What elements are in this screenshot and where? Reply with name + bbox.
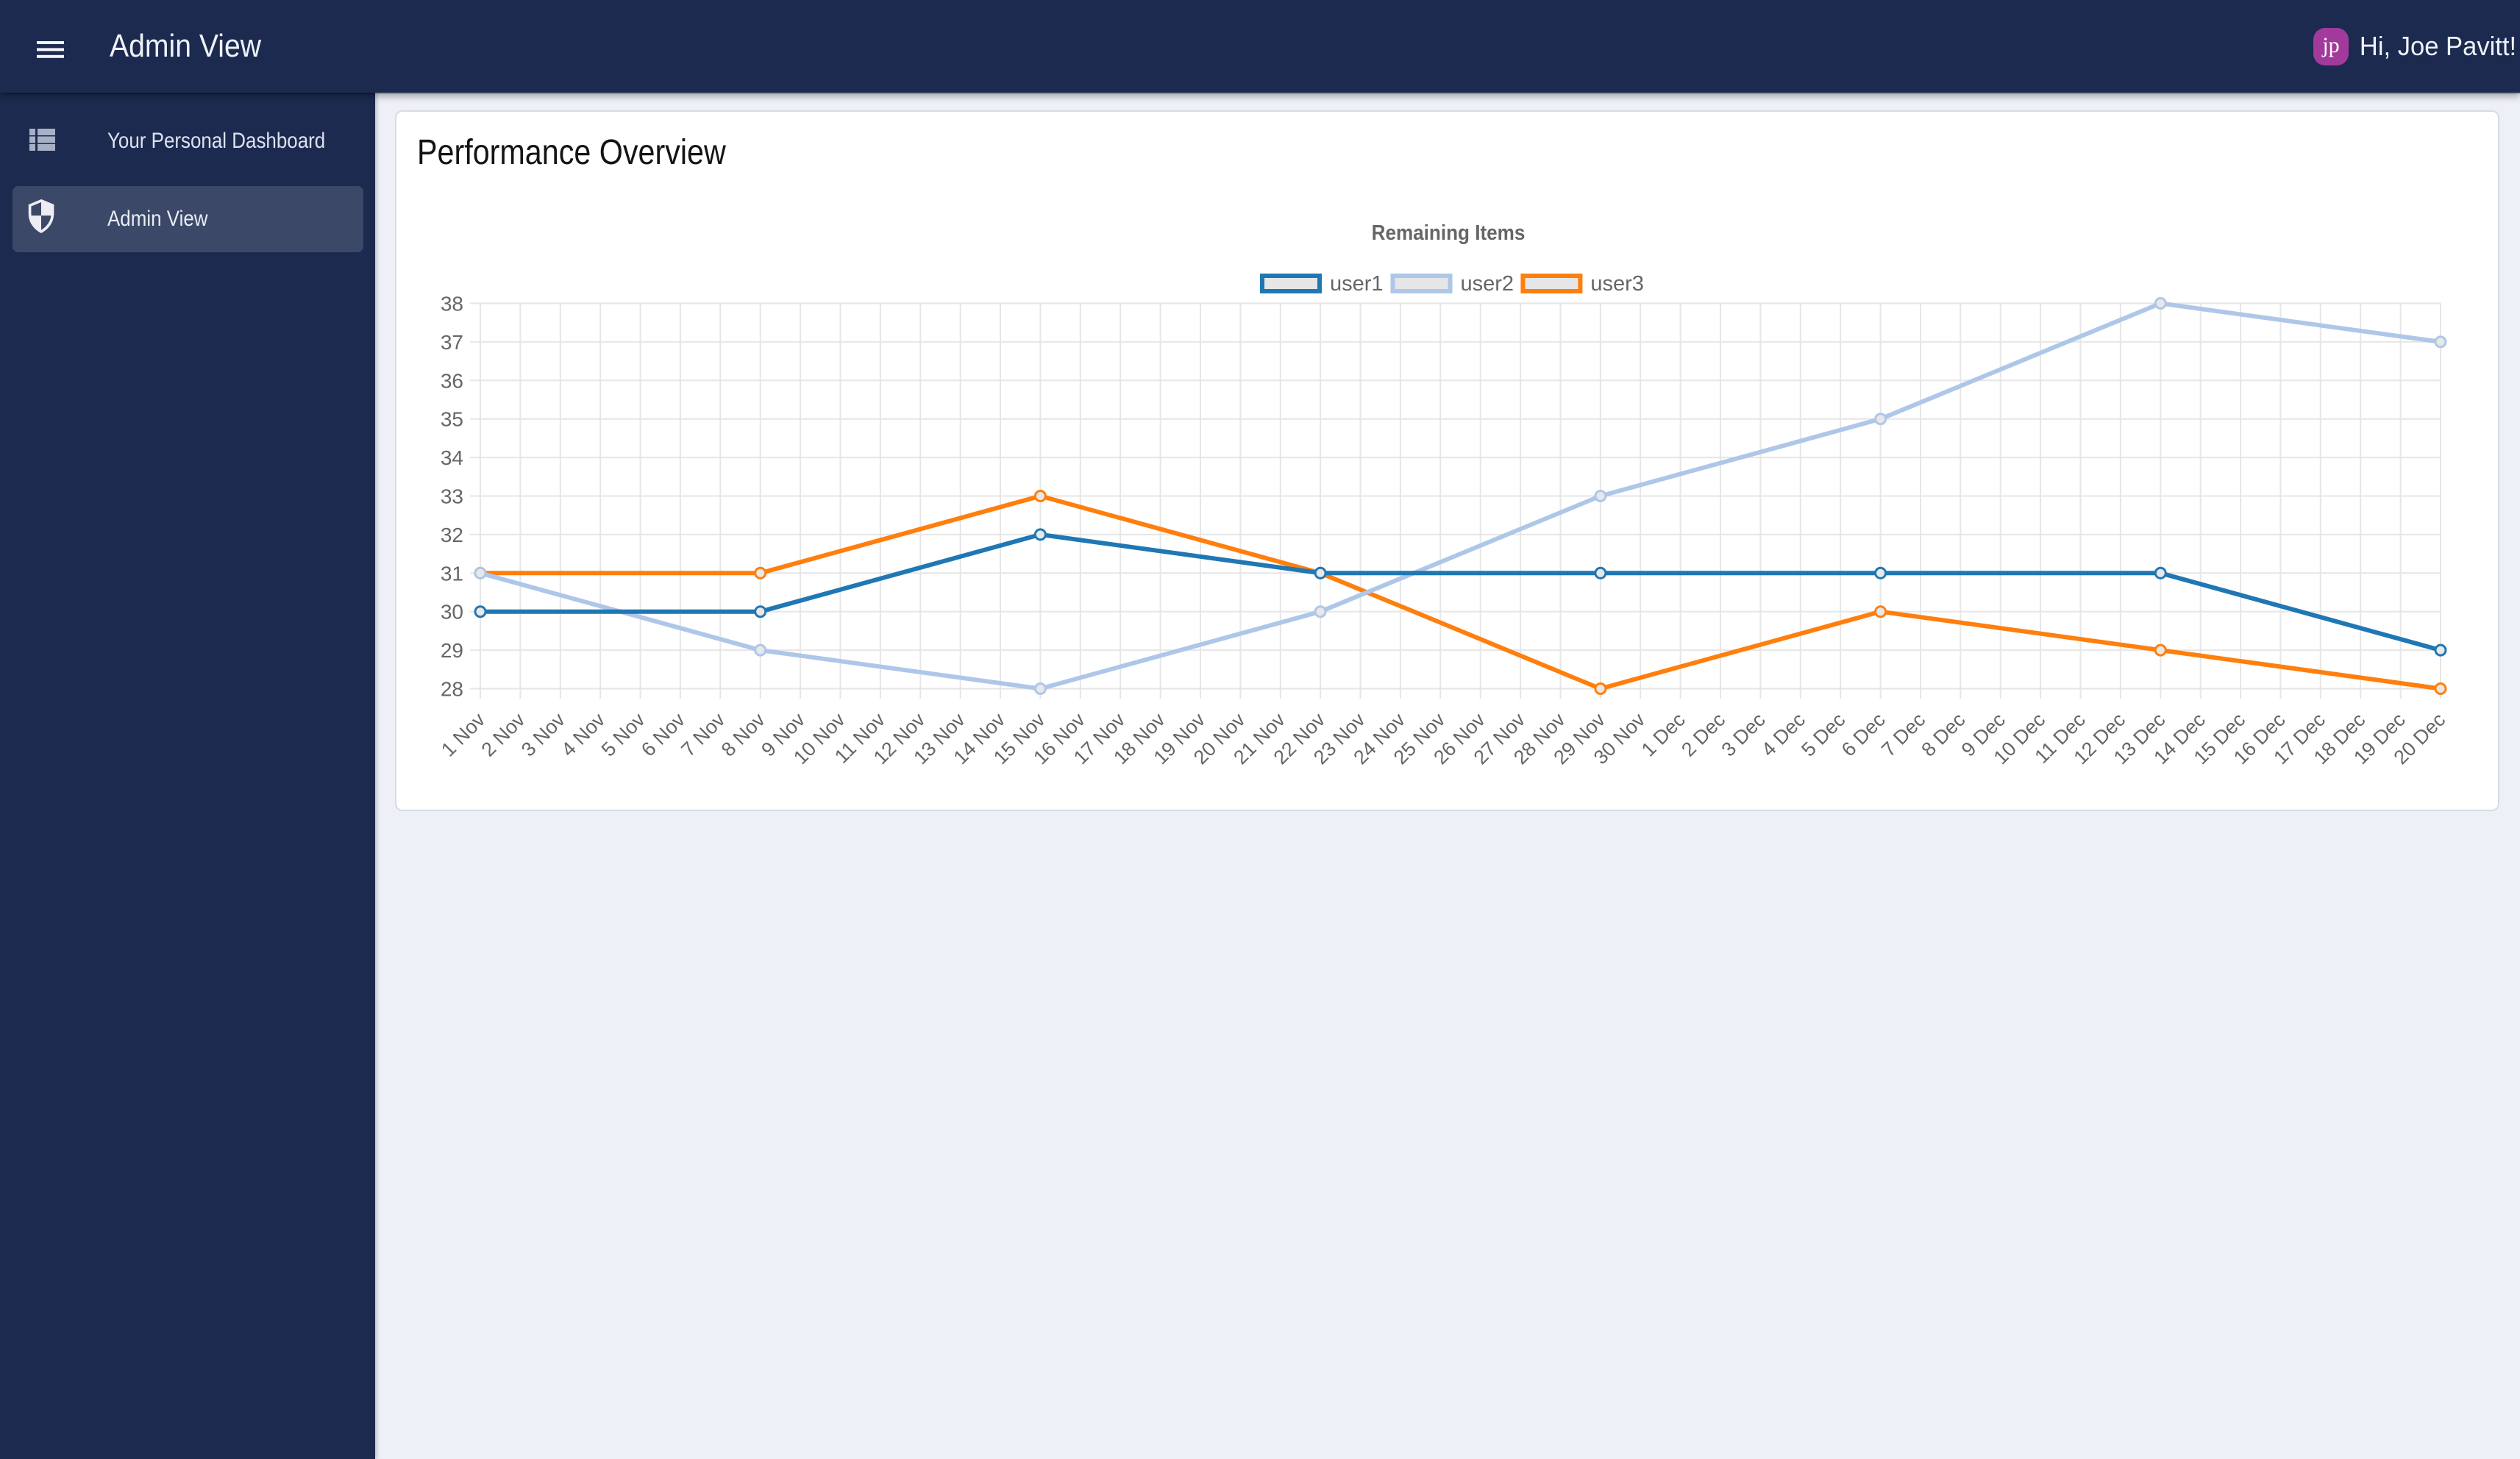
- svg-text:user3: user3: [1590, 272, 1644, 296]
- svg-text:31: 31: [441, 562, 463, 585]
- svg-text:5 Dec: 5 Dec: [1797, 709, 1849, 761]
- svg-text:Remaining Items: Remaining Items: [1372, 221, 1526, 245]
- svg-text:2 Nov: 2 Nov: [477, 708, 530, 760]
- svg-text:35: 35: [441, 408, 463, 431]
- svg-text:8 Dec: 8 Dec: [1917, 709, 1969, 761]
- svg-text:28: 28: [441, 678, 463, 701]
- svg-text:7 Nov: 7 Nov: [677, 708, 729, 760]
- svg-text:6 Dec: 6 Dec: [1837, 709, 1890, 761]
- svg-text:4 Dec: 4 Dec: [1757, 709, 1809, 761]
- svg-text:6 Nov: 6 Nov: [637, 708, 689, 760]
- svg-text:4 Nov: 4 Nov: [557, 708, 609, 760]
- svg-text:29: 29: [441, 639, 463, 662]
- svg-text:32: 32: [441, 524, 463, 546]
- svg-text:3 Nov: 3 Nov: [517, 708, 569, 760]
- svg-text:1 Nov: 1 Nov: [437, 708, 489, 760]
- svg-text:36: 36: [441, 369, 463, 392]
- svg-text:user1: user1: [1330, 272, 1384, 296]
- svg-text:37: 37: [441, 331, 463, 354]
- svg-text:8 Nov: 8 Nov: [717, 708, 769, 760]
- svg-text:3 Dec: 3 Dec: [1718, 709, 1770, 761]
- svg-text:1 Dec: 1 Dec: [1637, 709, 1690, 761]
- svg-text:5 Nov: 5 Nov: [597, 708, 649, 760]
- svg-text:2 Dec: 2 Dec: [1677, 709, 1729, 761]
- svg-text:user2: user2: [1461, 272, 1515, 296]
- svg-text:38: 38: [441, 293, 463, 315]
- svg-text:34: 34: [441, 446, 463, 469]
- svg-text:30: 30: [441, 601, 463, 624]
- svg-text:7 Dec: 7 Dec: [1877, 709, 1929, 761]
- svg-text:33: 33: [441, 485, 463, 508]
